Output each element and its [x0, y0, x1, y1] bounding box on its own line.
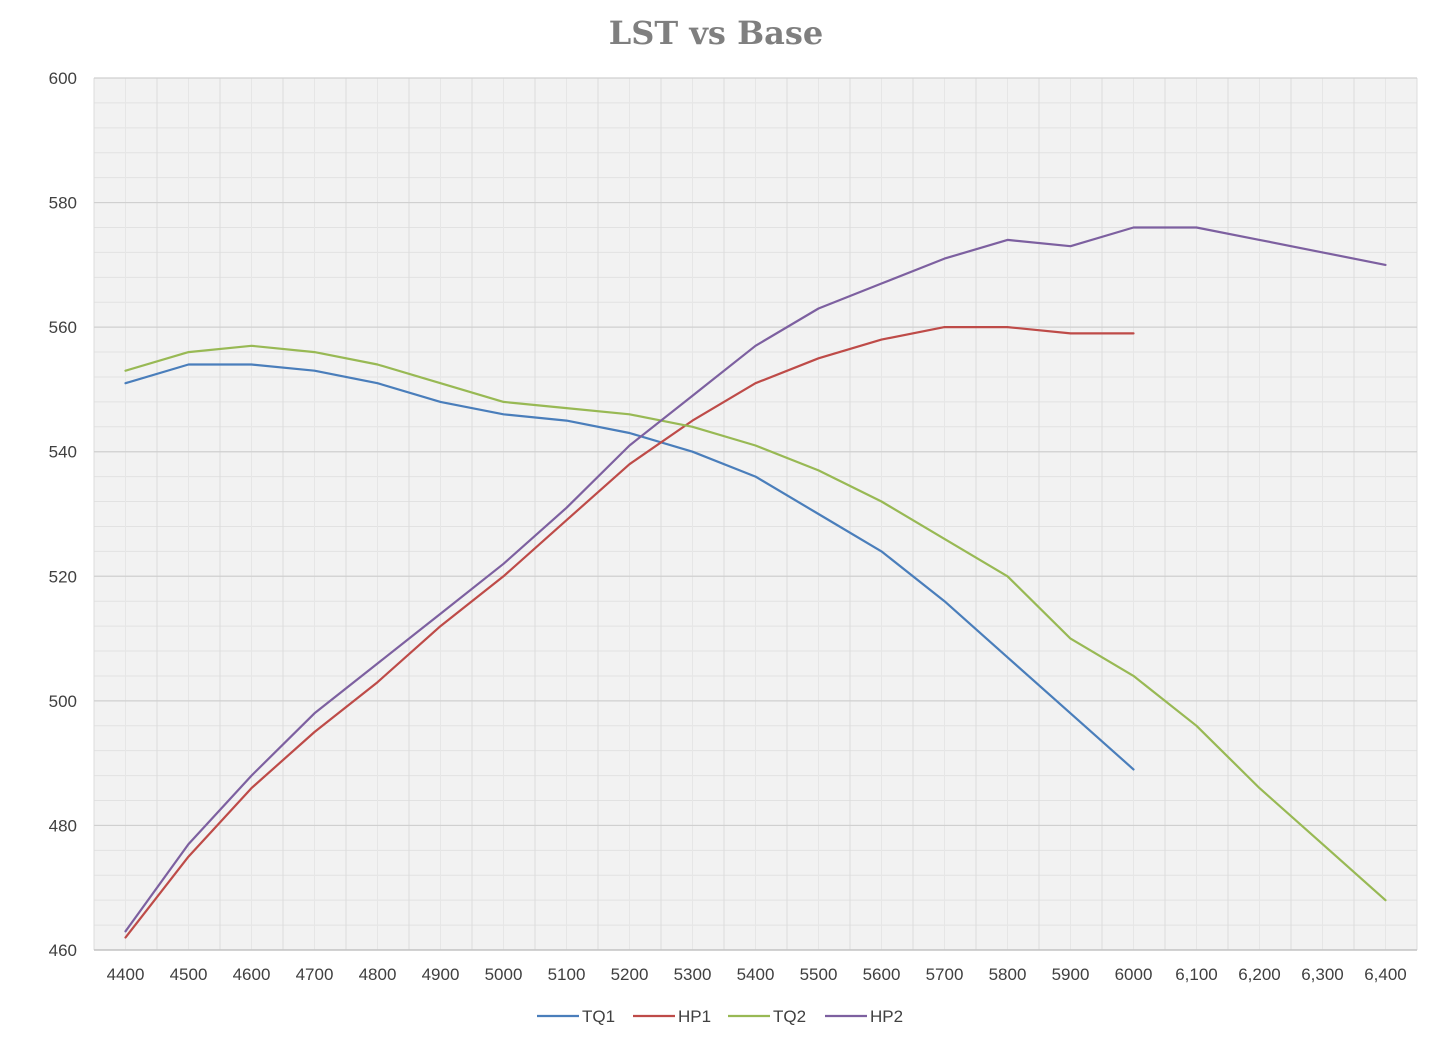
- x-tick-label: 4500: [170, 965, 208, 984]
- series-line-tq1: [124, 363, 1135, 771]
- y-tick-label: 460: [49, 941, 77, 960]
- legend: TQ1 HP1 TQ2 HP2: [537, 1007, 903, 1026]
- legend-item-hp2: HP2: [825, 1007, 903, 1026]
- x-tick-label: 4700: [296, 965, 334, 984]
- x-tick-label: 4400: [107, 965, 145, 984]
- x-tick-label: 5500: [800, 965, 838, 984]
- legend-label: HP1: [678, 1007, 711, 1026]
- legend-label: HP2: [870, 1007, 903, 1026]
- x-tick-label: 6,400: [1364, 965, 1407, 984]
- y-tick-label: 540: [49, 443, 77, 462]
- legend-item-tq2: TQ2: [728, 1007, 806, 1026]
- x-tick-label: 5800: [989, 965, 1027, 984]
- series-line-tq2: [124, 344, 1387, 902]
- x-tick-label: 4600: [233, 965, 271, 984]
- x-tick-label: 5200: [611, 965, 649, 984]
- y-tick-label: 500: [49, 692, 77, 711]
- series-lines: [124, 226, 1387, 939]
- x-tick-label: 6000: [1115, 965, 1153, 984]
- x-tick-label: 5000: [485, 965, 523, 984]
- major-gridlines: [94, 77, 1417, 951]
- y-tick-label: 520: [49, 567, 77, 586]
- y-axis-ticks: 460 480 500 520 540 560 580 600: [49, 69, 77, 960]
- x-axis-ticks: 4400 4500 4600 4700 4800 4900 5000 5100 5200 5300…: [107, 965, 1407, 984]
- series-line-hp2: [124, 226, 1387, 933]
- y-tick-label: 600: [49, 69, 77, 88]
- y-tick-label: 560: [49, 318, 77, 337]
- legend-item-hp1: HP1: [633, 1007, 711, 1026]
- y-tick-label: 580: [49, 194, 77, 213]
- legend-label: TQ2: [773, 1007, 806, 1026]
- x-tick-label: 5900: [1052, 965, 1090, 984]
- x-tick-label: 6,100: [1175, 965, 1218, 984]
- y-tick-label: 480: [49, 816, 77, 835]
- x-tick-label: 6,300: [1301, 965, 1344, 984]
- x-tick-label: 6,200: [1238, 965, 1281, 984]
- legend-item-tq1: TQ1: [537, 1007, 615, 1026]
- x-tick-label: 5700: [926, 965, 964, 984]
- legend-label: TQ1: [582, 1007, 615, 1026]
- x-tick-label: 4800: [359, 965, 397, 984]
- x-tick-label: 5100: [548, 965, 586, 984]
- chart-title: LST vs Base: [609, 14, 823, 52]
- x-tick-label: 4900: [422, 965, 460, 984]
- x-tick-label: 5600: [863, 965, 901, 984]
- x-tick-label: 5400: [737, 965, 775, 984]
- series-line-hp1: [124, 326, 1135, 939]
- x-tick-label: 5300: [674, 965, 712, 984]
